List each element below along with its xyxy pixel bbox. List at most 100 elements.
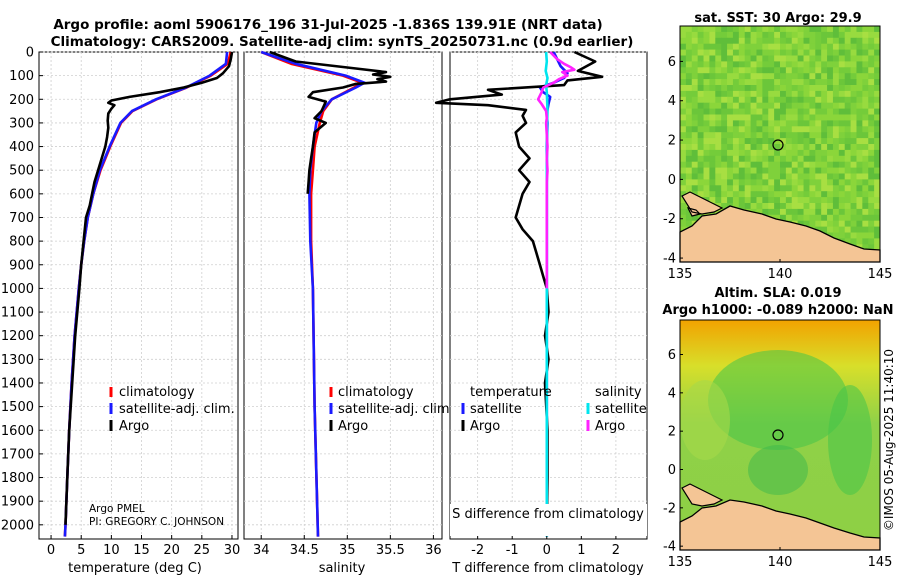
sst-cell [685, 108, 693, 115]
sst-cell [862, 138, 869, 145]
sst-cell [827, 132, 834, 139]
sst-cell [797, 197, 804, 204]
sst-cell [821, 73, 828, 80]
sst-cell [809, 102, 816, 109]
x-tick-label: 35 [339, 543, 356, 558]
sst-cell [744, 31, 751, 39]
legend-sal-satellite-label: satellite [595, 402, 647, 417]
sst-cell [803, 167, 810, 174]
sst-cell [756, 167, 763, 174]
sst-cell [832, 197, 840, 204]
sst-cell [791, 90, 799, 98]
sst-cell [785, 208, 793, 216]
sst-cell [715, 108, 722, 115]
sst-cell [856, 126, 863, 133]
sst-cell [844, 85, 851, 92]
sst-cell [691, 173, 699, 180]
y-tick-label: 900 [9, 258, 34, 273]
legend-satellite-adj-label: satellite-adj. clim. [119, 402, 235, 417]
sst-cell [874, 73, 881, 80]
sst-cell [680, 114, 687, 121]
sst-cell [738, 132, 746, 139]
sst-cell [856, 208, 863, 216]
sst-cell [838, 67, 846, 74]
sst-cell [850, 208, 857, 216]
sst-cell [703, 43, 710, 50]
sst-cell [780, 138, 787, 145]
sst-cell [862, 108, 869, 115]
sst-cell [868, 220, 875, 227]
sst-cell [797, 31, 804, 39]
sst-cell [850, 126, 857, 133]
sst-cell [797, 79, 804, 86]
sst-cell [750, 185, 757, 192]
sst-cell [738, 144, 746, 151]
sst-cell [727, 85, 734, 92]
sst-cell [738, 114, 746, 121]
sst-cell [744, 167, 751, 174]
sst-cell [791, 155, 799, 163]
sst-cell [744, 203, 751, 210]
sst-cell [762, 96, 769, 104]
sst-cell [838, 185, 846, 192]
sst-cell [827, 214, 834, 222]
sst-cell [680, 191, 687, 198]
sst-cell [691, 61, 699, 68]
sst-cell [832, 126, 840, 133]
sst-cell [815, 191, 822, 198]
sst-cell [791, 114, 799, 121]
sst-cell [874, 220, 881, 227]
sst-cell [774, 214, 781, 222]
sst-cell [838, 73, 846, 80]
sst-cell [756, 114, 763, 121]
sst-cell [685, 214, 693, 222]
sst-cell [785, 31, 793, 39]
sst-cell [791, 73, 799, 80]
sst-cell [785, 185, 793, 192]
sst-cell [768, 31, 775, 39]
sst-cell [827, 203, 834, 210]
sst-cell [727, 61, 734, 68]
sst-cell [815, 132, 822, 139]
x-tick-label: 0 [543, 543, 551, 558]
sst-cell [838, 79, 846, 86]
sst-cell [797, 96, 804, 104]
sst-cell [797, 26, 804, 33]
sst-cell [797, 49, 804, 56]
sst-cell [868, 208, 875, 216]
sst-cell [874, 55, 881, 62]
sst-cell [703, 120, 710, 127]
sst-cell [697, 155, 704, 163]
sst-cell [815, 114, 822, 121]
sst-cell [844, 138, 851, 145]
sst-cell [691, 90, 699, 98]
sst-cell [762, 37, 769, 45]
sst-cell [809, 85, 816, 92]
pi-label: PI: GREGORY C. JOHNSON [89, 516, 224, 528]
sst-cell [691, 144, 699, 151]
sst-cell [703, 73, 710, 80]
sst-cell [874, 108, 881, 115]
sst-cell [850, 102, 857, 109]
legend-argo-label: Argo [338, 419, 368, 434]
x-tick-label: 1 [577, 543, 585, 558]
sst-cell [821, 144, 828, 151]
sst-cell [868, 61, 875, 68]
sst-cell [744, 179, 751, 186]
sst-cell [732, 149, 740, 157]
sst-cell [844, 67, 851, 74]
sst-cell [762, 208, 769, 216]
sst-cell [785, 179, 793, 186]
sst-cell [680, 26, 687, 33]
y-tick-label: 500 [9, 164, 34, 179]
sst-cell [874, 61, 881, 68]
sst-cell [815, 161, 822, 168]
sst-cell [768, 120, 775, 127]
sst-cell [709, 126, 716, 133]
sst-cell [750, 197, 757, 204]
sst-cell [732, 67, 740, 74]
sst-cell [780, 85, 787, 92]
map-x-tick-label: 135 [668, 555, 693, 570]
sst-cell [868, 226, 875, 233]
map-x-tick-label: 145 [868, 555, 893, 570]
